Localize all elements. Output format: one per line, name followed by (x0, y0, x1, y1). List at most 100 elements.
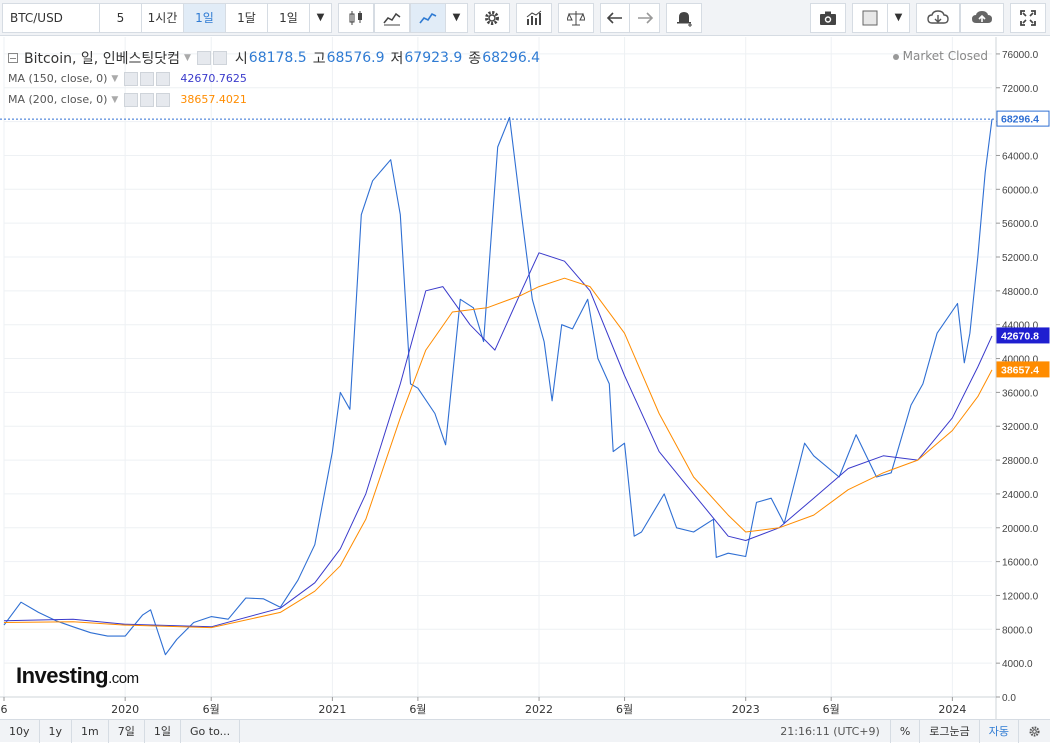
chart-area[interactable]: 0.0 4000.0 8000.0 12000.0 16000.0 20000.0 2400… (0, 37, 1050, 719)
goto-date-button[interactable]: Go to... (181, 719, 241, 743)
chart-type-dropdown-icon[interactable]: ▼ (446, 2, 468, 33)
y-tick-label: 64000.0 (1002, 151, 1039, 162)
chart-legend: Bitcoin, 일, 인베스팅닷컴 ▼ 시 68178.5 고 68576.9 저… (8, 47, 540, 110)
interval-5[interactable]: 5 (100, 2, 142, 33)
y-tick-label: 56000.0 (1002, 219, 1039, 230)
x-tick-label: 6월 (616, 703, 633, 716)
legend-ma200-row: MA (200, close, 0) ▼ 38657.4021 (8, 89, 540, 110)
legend-symbol-name: Bitcoin, 일, 인베스팅닷컴 (24, 50, 180, 67)
bottom-toolbar: 10y 1y 1m 7일 1일 Go to... 21:16:11 (UTC+9… (0, 719, 1050, 743)
ma150-settings-icon[interactable] (140, 71, 155, 86)
alert-plus-icon[interactable] (666, 2, 702, 33)
ma150-caret-icon[interactable]: ▼ (111, 73, 119, 84)
ma150-remove-icon[interactable] (156, 71, 171, 86)
legend-main-row: Bitcoin, 일, 인베스팅닷컴 ▼ 시 68178.5 고 68576.9 저… (8, 47, 540, 68)
ma200-value: 38657.4021 (180, 93, 247, 106)
interval-1d[interactable]: 1일 (184, 2, 226, 33)
y-tick-label: 0.0 (1002, 693, 1016, 704)
open-label: 시 (234, 50, 248, 67)
settings-icon[interactable] (212, 50, 227, 65)
ma200-eye-icon[interactable] (124, 92, 139, 107)
last-price-tag (996, 110, 1050, 127)
y-tick-label: 52000.0 (1002, 253, 1039, 264)
y-tick-label: 20000.0 (1002, 524, 1039, 535)
y-tick-label: 28000.0 (1002, 456, 1039, 467)
interval-1m[interactable]: 1달 (226, 2, 268, 33)
y-tick-label: 12000.0 (1002, 591, 1039, 602)
y-tick-label: 60000.0 (1002, 185, 1039, 196)
x-tick-label: 2024 (938, 703, 966, 716)
x-tick-label: 6 (1, 703, 8, 716)
template-dropdown-icon[interactable]: ▼ (888, 2, 910, 33)
x-tick-label: 2022 (525, 703, 553, 716)
fullscreen-icon[interactable] (1010, 2, 1046, 33)
ma200-settings-icon[interactable] (140, 92, 155, 107)
ma200-label: MA (200, close, 0) (8, 93, 108, 106)
range-7d[interactable]: 7일 (109, 719, 145, 743)
interval-dropdown-icon[interactable]: ▼ (310, 2, 332, 33)
candles-icon[interactable] (338, 2, 374, 33)
eye-icon[interactable] (196, 50, 211, 65)
x-tick-label: 2020 (111, 703, 139, 716)
interval-1h[interactable]: 1시간 (142, 2, 184, 33)
compare-scales-icon[interactable] (558, 2, 594, 33)
cloud-download-icon[interactable] (916, 2, 960, 33)
top-toolbar: BTC/USD 5 1시간 1일 1달 1일 ▼ ▼ (0, 0, 1050, 36)
y-tick-label: 24000.0 (1002, 490, 1039, 501)
clock-time: 21:16:11 (UTC+9) (780, 724, 880, 738)
high-label: 고 (312, 50, 326, 67)
high-value: 68576.9 (326, 49, 385, 66)
x-tick-label: 6월 (203, 703, 220, 716)
ma200-caret-icon[interactable]: ▼ (111, 94, 119, 105)
y-tick-label: 32000.0 (1002, 422, 1039, 433)
range-1d[interactable]: 1일 (145, 719, 181, 743)
camera-icon[interactable] (810, 2, 846, 33)
range-10y[interactable]: 10y (0, 719, 40, 743)
ma150-label: MA (150, close, 0) (8, 72, 108, 85)
undo-icon[interactable] (600, 2, 630, 33)
ma200-line (3, 277, 993, 629)
low-value: 67923.9 (404, 49, 463, 66)
ma200-remove-icon[interactable] (156, 92, 171, 107)
ma150-price-tag-label: 42670.8 (1001, 330, 1039, 342)
market-status: Market Closed (892, 49, 988, 63)
template-box-icon[interactable] (852, 2, 888, 33)
y-tick-label: 8000.0 (1002, 625, 1033, 636)
logo-suffix: .com (108, 670, 139, 687)
ma150-value: 42670.7625 (180, 72, 247, 85)
x-tick-label: 6월 (823, 703, 840, 716)
line-chart-icon[interactable] (410, 2, 446, 33)
area-chart-icon[interactable] (374, 2, 410, 33)
redo-icon[interactable] (630, 2, 660, 33)
last-price-tag-label: 68296.4 (1001, 114, 1039, 126)
y-tick-label: 48000.0 (1002, 287, 1039, 298)
settings-gear-icon[interactable] (474, 2, 510, 33)
log-scale-toggle[interactable]: 로그눈금 (920, 719, 980, 743)
collapse-legend-icon[interactable] (8, 52, 18, 63)
legend-ma150-row: MA (150, close, 0) ▼ 42670.7625 (8, 68, 540, 89)
scale-settings-icon[interactable] (1019, 720, 1050, 743)
y-tick-label: 36000.0 (1002, 388, 1039, 399)
close-label: 종 (468, 50, 482, 67)
interval-custom[interactable]: 1일 (268, 2, 310, 33)
cloud-upload-icon[interactable] (960, 2, 1004, 33)
symbol-search[interactable]: BTC/USD (2, 2, 100, 33)
range-1m[interactable]: 1m (72, 719, 109, 743)
ma150-line (3, 252, 993, 628)
y-tick-label: 76000.0 (1002, 50, 1039, 61)
range-1y[interactable]: 1y (40, 719, 73, 743)
investing-logo: Investing.com (16, 663, 139, 689)
low-label: 저 (390, 50, 404, 67)
bars-indicator-icon[interactable] (516, 2, 552, 33)
auto-scale-toggle[interactable]: 자동 (980, 719, 1019, 743)
percent-scale-toggle[interactable]: % (889, 719, 921, 743)
ma150-eye-icon[interactable] (124, 71, 139, 86)
logo-brand: Investing (16, 663, 109, 688)
y-tick-label: 40000.0 (1002, 355, 1039, 366)
ma200-price-tag-label: 38657.4 (1001, 364, 1039, 376)
x-tick-label: 2021 (318, 703, 346, 716)
legend-caret-icon[interactable]: ▼ (183, 52, 191, 63)
price-chart[interactable]: 0.0 4000.0 8000.0 12000.0 16000.0 20000.0 2400… (0, 37, 1050, 719)
x-tick-label: 2023 (732, 703, 760, 716)
